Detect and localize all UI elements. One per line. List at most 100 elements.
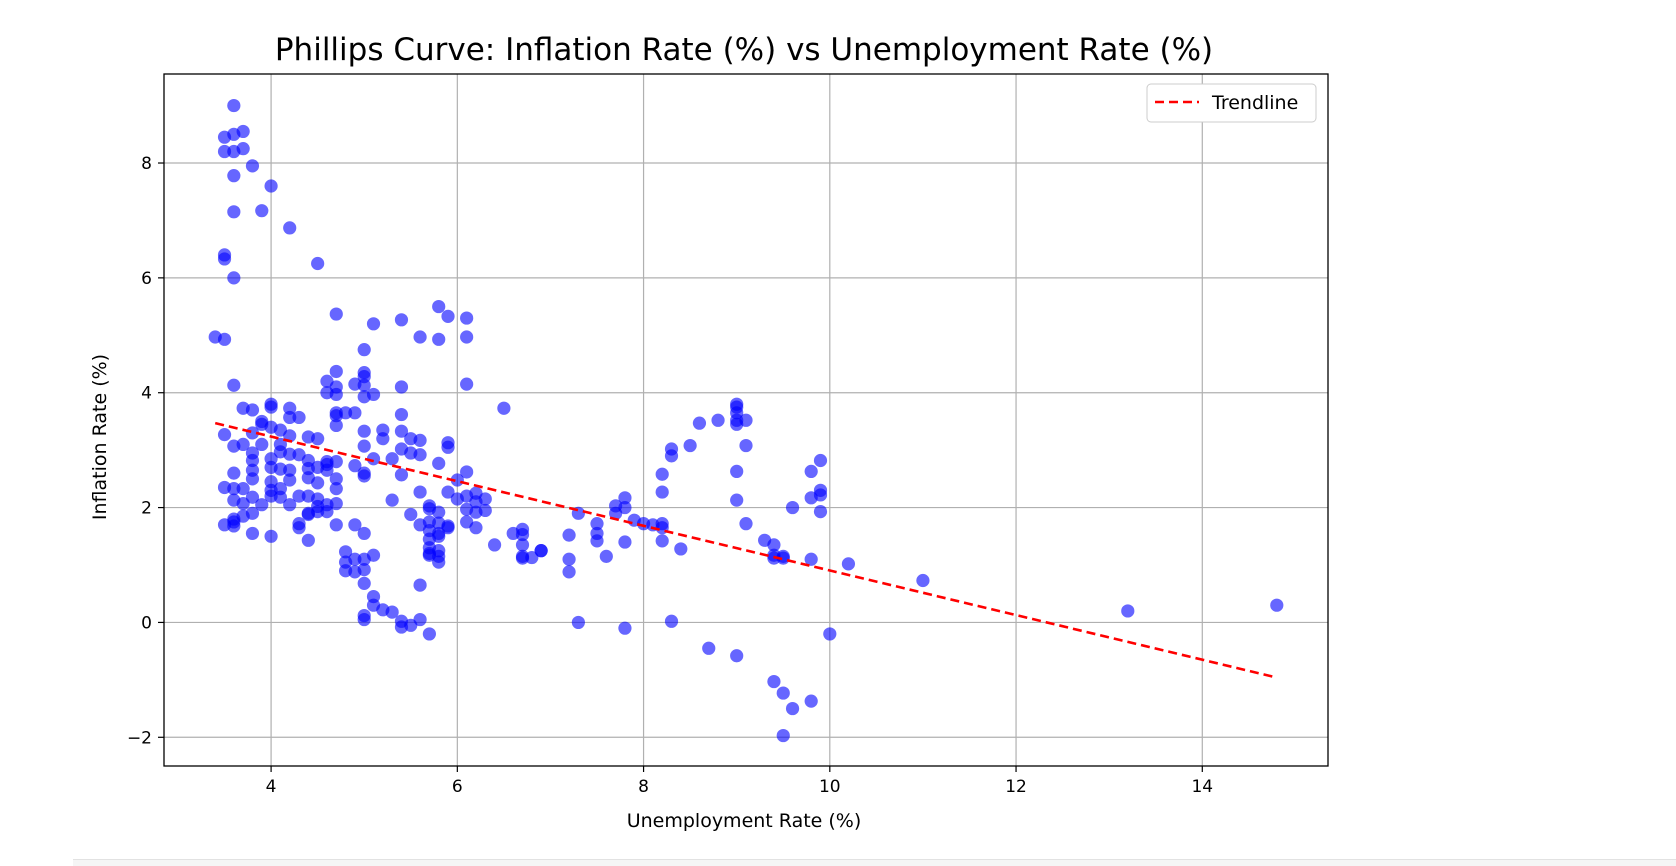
scatter-point: [376, 432, 390, 446]
scatter-point: [469, 521, 483, 535]
scatter-point: [227, 169, 241, 183]
scatter-point: [618, 621, 632, 635]
scatter-point: [357, 424, 371, 438]
scatter-point: [525, 550, 539, 565]
scatter-point: [394, 468, 409, 482]
scatter-point: [515, 538, 530, 552]
x-tick-label: 6: [452, 777, 463, 797]
scatter-point: [804, 694, 818, 708]
scatter-point: [739, 438, 753, 453]
plot-frame: [163, 73, 1329, 767]
scatter-point: [813, 453, 828, 468]
scatter-point: [534, 544, 548, 558]
legend-trendline-label: Trendline: [1211, 92, 1298, 114]
scatter-point: [776, 728, 790, 743]
scatter-point: [217, 252, 232, 266]
scatter-point: [413, 330, 427, 344]
scatter-point: [292, 410, 306, 425]
scatter-point: [357, 469, 371, 483]
scatter-point: [366, 317, 381, 331]
scatter-point: [441, 485, 455, 499]
scatter-point: [357, 378, 371, 392]
x-tick-label: 12: [1005, 777, 1027, 797]
scatter-point: [385, 493, 399, 507]
scatter-point: [264, 400, 278, 414]
scatter-point: [329, 409, 343, 423]
scatter-point: [394, 424, 409, 438]
scatter-point: [264, 179, 278, 193]
scatter-point: [329, 307, 343, 321]
scatter-point: [432, 299, 446, 314]
scatter-point: [357, 612, 371, 627]
scatter-point: [599, 549, 613, 563]
scatter-point: [804, 552, 818, 566]
scatter-point: [515, 551, 530, 565]
scatter-point: [711, 413, 725, 427]
scatter-point: [255, 437, 269, 452]
scatter-point: [217, 428, 232, 442]
scatter-point: [329, 455, 343, 469]
scatter-point: [785, 500, 800, 515]
scatter-point: [841, 557, 856, 571]
scatter-point: [487, 538, 502, 552]
scatter-point: [357, 390, 371, 404]
y-tick-label: −2: [127, 728, 152, 748]
scatter-point: [562, 565, 576, 579]
scatter-point: [432, 456, 446, 470]
scatter-point: [329, 496, 343, 511]
scatter-point: [320, 463, 334, 477]
scatter-points: [208, 98, 1284, 743]
y-axis-label: Inflation Rate (%): [89, 354, 111, 520]
scatter-point: [655, 485, 669, 499]
x-tick-label: 10: [819, 777, 841, 797]
scatter-point: [217, 332, 232, 346]
scatter-point: [338, 545, 353, 559]
scatter-point: [329, 482, 343, 496]
scatter-point: [460, 377, 474, 391]
x-tick-label: 14: [1191, 777, 1213, 797]
scatter-point: [571, 615, 585, 630]
scatter-point: [348, 459, 362, 473]
scatter-point: [664, 442, 679, 456]
scatter-point: [301, 533, 315, 547]
scatter-point: [357, 562, 371, 577]
scatter-point: [478, 492, 492, 506]
scatter-point: [776, 551, 790, 565]
scatter-point: [236, 437, 250, 452]
scatter-point: [329, 387, 343, 402]
scatter-point: [478, 503, 492, 518]
scatter-point: [357, 576, 371, 590]
scatter-point: [357, 526, 371, 541]
scatter-point: [245, 453, 260, 468]
y-tick-label: 4: [141, 384, 152, 404]
scatter-point: [618, 535, 632, 549]
legend-box: [1146, 83, 1317, 123]
scatter-point: [245, 526, 260, 541]
scatter-point: [804, 464, 818, 478]
scatter-point: [460, 330, 474, 344]
scatter-point: [236, 142, 250, 156]
scatter-point: [227, 482, 241, 496]
output-cell-bottom-border: [73, 859, 1676, 866]
scatter-point: [515, 527, 530, 542]
scatter-point: [329, 418, 343, 433]
scatter-point: [413, 485, 427, 499]
scatter-point: [217, 144, 232, 159]
scatter-point: [460, 465, 474, 479]
scatter-point: [590, 517, 604, 531]
scatter-point: [413, 433, 427, 447]
scatter-point: [329, 472, 343, 486]
scatter-point: [664, 614, 679, 628]
scatter-point: [394, 380, 409, 394]
scatter-point: [264, 529, 278, 543]
scatter-point: [385, 452, 399, 466]
scatter-point: [739, 413, 753, 427]
scatter-point: [283, 498, 297, 512]
scatter-point: [227, 98, 241, 113]
scatter-point: [348, 518, 362, 532]
scatter-point: [394, 313, 409, 327]
scatter-point: [283, 447, 297, 461]
scatter-point: [283, 410, 297, 425]
scatter-point: [245, 490, 260, 504]
scatter-point: [311, 476, 325, 490]
